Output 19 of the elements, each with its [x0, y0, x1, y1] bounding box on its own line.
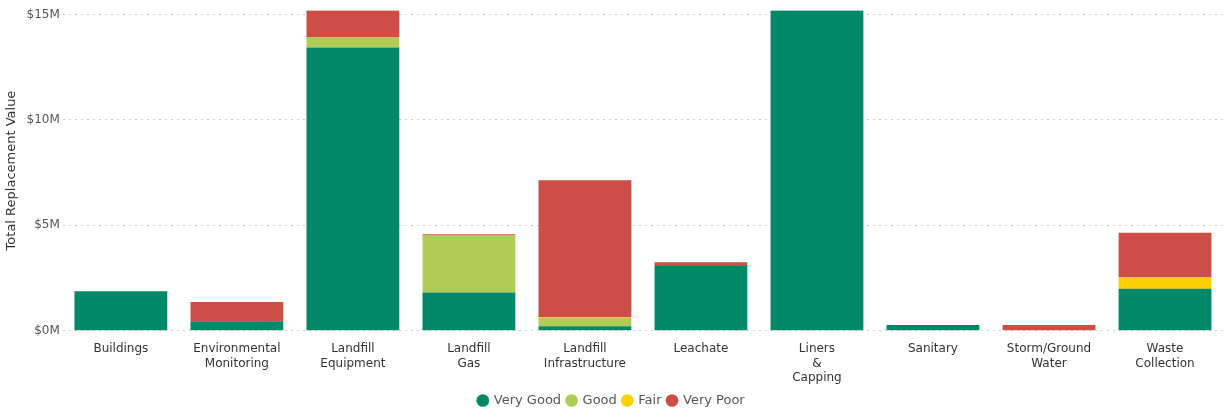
x-tick-label: Liners & Capping	[792, 341, 842, 384]
legend-label: Fair	[638, 391, 663, 407]
x-tick-label: Landfill Infrastructure	[543, 341, 626, 370]
y-tick-label: $15M	[26, 6, 60, 21]
x-tick-label: Landfill Gas	[447, 341, 491, 370]
legend-label: Good	[582, 391, 617, 407]
legend-label: Very Poor	[683, 391, 746, 407]
legend-label: Very Good	[493, 391, 562, 407]
x-tick-label: Buildings	[93, 341, 149, 356]
y-axis-title: Total Replacement Value	[3, 90, 19, 252]
y-tick-label: $5M	[34, 217, 60, 232]
y-tick-label: $10M	[26, 112, 60, 126]
y-tick-label: $0M	[34, 322, 60, 337]
x-tick-label: Environmental Monitoring	[193, 341, 281, 370]
x-tick-label: Waste Collection	[1135, 341, 1195, 370]
x-tick-label: Landfill Equipment	[320, 341, 386, 370]
x-tick-label: Leachate	[673, 341, 729, 356]
x-tick-label: Sanitary	[907, 341, 958, 356]
x-tick-label: Storm/Ground Water	[1006, 341, 1092, 370]
